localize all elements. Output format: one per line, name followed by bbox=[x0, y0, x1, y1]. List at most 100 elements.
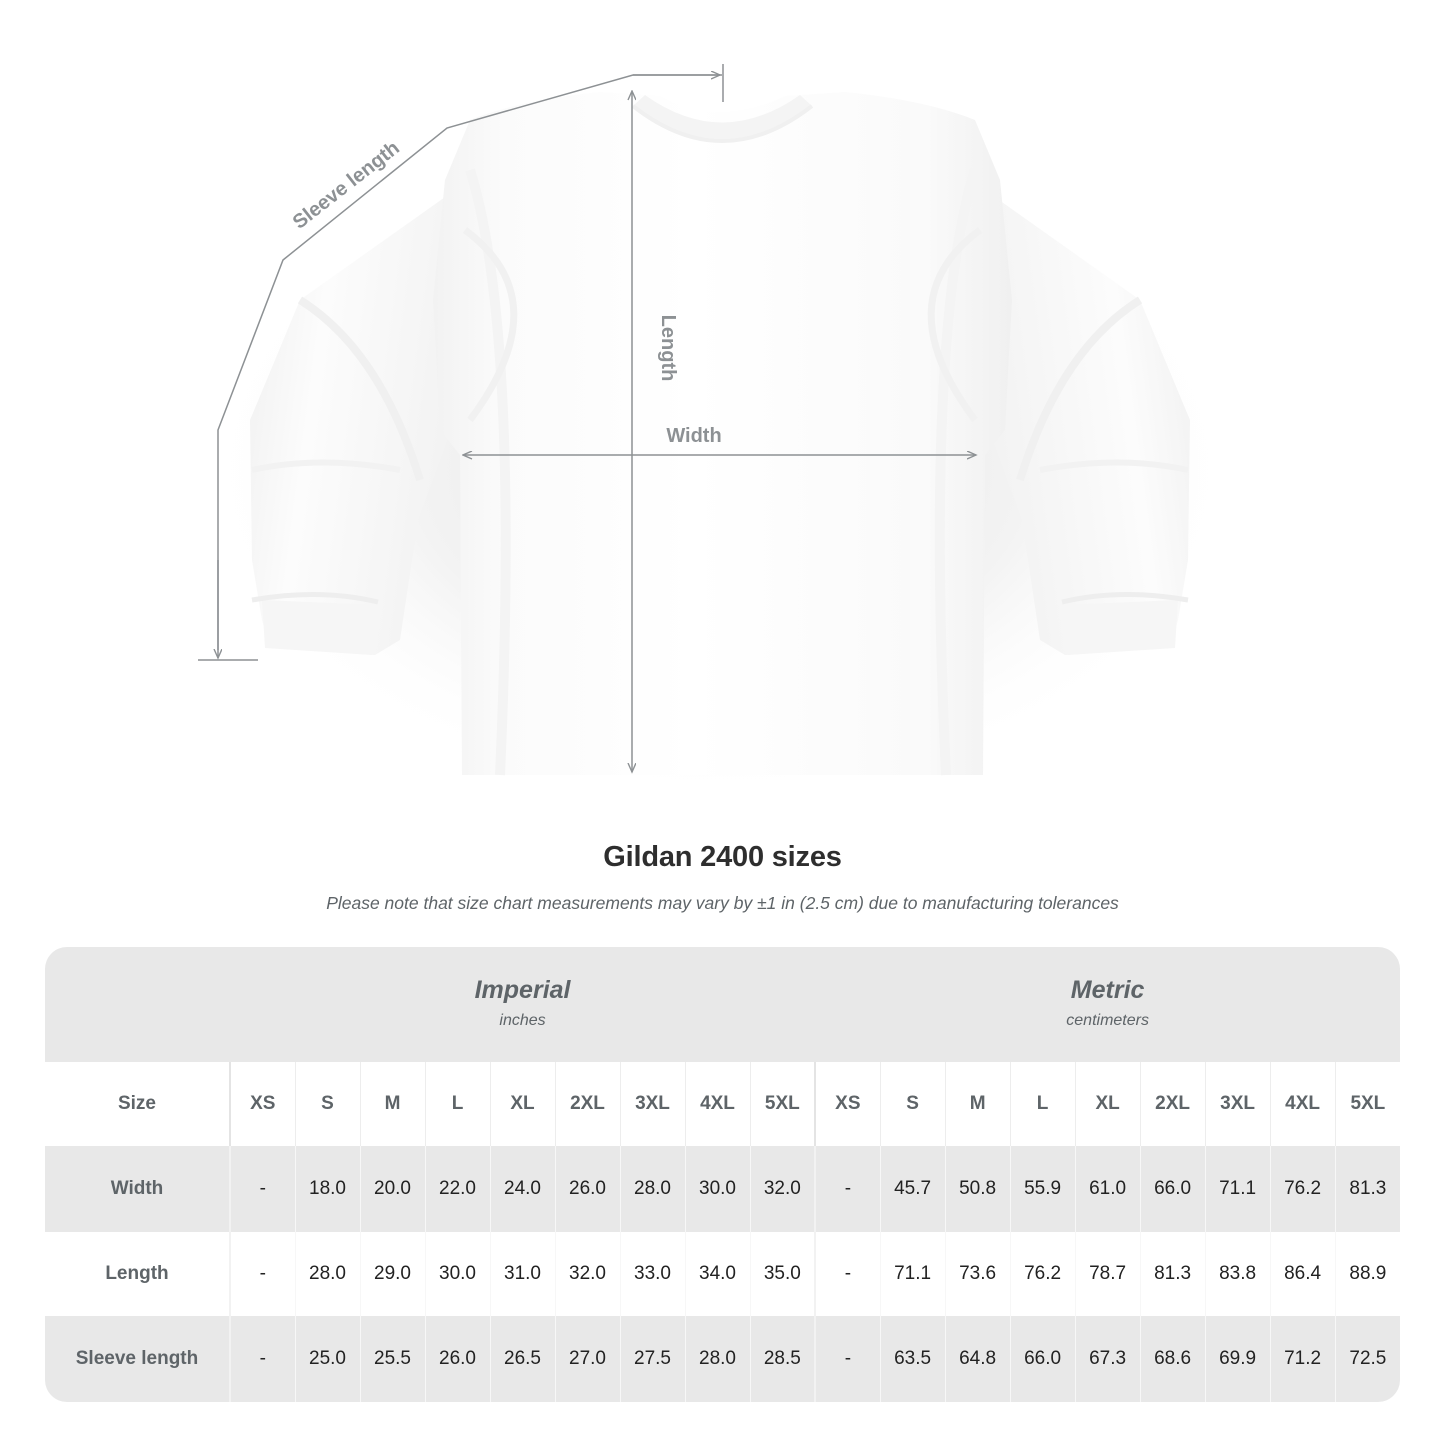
title-block: Gildan 2400 sizes Please note that size … bbox=[0, 840, 1445, 914]
size-col-header-metric-l: L bbox=[1009, 1062, 1076, 1146]
size-col-header-metric-3xl: 3XL bbox=[1204, 1062, 1271, 1146]
garment-body bbox=[250, 92, 1190, 776]
size-col-header-imperial-xs: XS bbox=[229, 1062, 295, 1146]
cell-width-metric-5xl: 81.3 bbox=[1334, 1146, 1401, 1232]
size-col-header-imperial-2xl: 2XL bbox=[554, 1062, 620, 1146]
size-col-header-metric-xs: XS bbox=[814, 1062, 881, 1146]
cell-sleeve-length-imperial-s: 25.0 bbox=[294, 1316, 360, 1402]
cell-sleeve-length-metric-3xl: 69.9 bbox=[1204, 1316, 1271, 1402]
cell-sleeve-length-imperial-xs: - bbox=[229, 1316, 295, 1402]
unit-banner-imperial: Imperial inches bbox=[230, 947, 816, 1062]
cell-width-metric-3xl: 71.1 bbox=[1204, 1146, 1271, 1232]
collar-seam bbox=[631, 104, 814, 143]
cell-width-imperial-m: 20.0 bbox=[359, 1146, 425, 1232]
size-chart-table-wrap: Imperial inches Metric centimeters Size XS S M L… bbox=[45, 947, 1401, 1402]
length-label: Length bbox=[657, 315, 679, 382]
cell-length-imperial-3xl: 33.0 bbox=[619, 1232, 685, 1316]
row-label-sleeve-length: Sleeve length bbox=[45, 1316, 230, 1402]
cell-length-metric-l: 76.2 bbox=[1009, 1232, 1076, 1316]
cell-length-metric-3xl: 83.8 bbox=[1204, 1232, 1271, 1316]
size-col-header-imperial-xl: XL bbox=[489, 1062, 555, 1146]
cell-width-imperial-xl: 24.0 bbox=[489, 1146, 555, 1232]
size-col-header-imperial-5xl: 5XL bbox=[749, 1062, 816, 1146]
cell-length-metric-s: 71.1 bbox=[879, 1232, 946, 1316]
cell-sleeve-length-metric-2xl: 68.6 bbox=[1139, 1316, 1206, 1402]
unit-banner-row: Imperial inches Metric centimeters bbox=[45, 947, 1401, 1062]
body-fold-right bbox=[934, 168, 980, 776]
left-cuff bbox=[262, 600, 378, 655]
cell-length-imperial-s: 28.0 bbox=[294, 1232, 360, 1316]
size-header-row: Size XS S M L XL 2XL 3XL 4XL 5XL XS S M L XL 2XL 3XL 4XL 5… bbox=[45, 1062, 1401, 1146]
armpit-crease-left bbox=[462, 227, 518, 423]
unit-sub-imperial: inches bbox=[499, 1011, 546, 1029]
unit-sub-metric: centimeters bbox=[1066, 1011, 1149, 1029]
cell-length-imperial-5xl: 35.0 bbox=[749, 1232, 816, 1316]
right-cuff-seam bbox=[1061, 592, 1189, 605]
cell-sleeve-length-metric-m: 64.8 bbox=[944, 1316, 1011, 1402]
size-col-header-imperial-s: S bbox=[294, 1062, 360, 1146]
size-col-header-imperial-3xl: 3XL bbox=[619, 1062, 685, 1146]
cell-length-metric-xs: - bbox=[814, 1232, 881, 1316]
garment-illustration: Sleeve length Length Width bbox=[198, 64, 1240, 800]
sleeve-fold-left bbox=[251, 459, 401, 473]
garment-diagram-svg: Sleeve length Length Width bbox=[198, 64, 1240, 800]
page-title: Gildan 2400 sizes bbox=[603, 841, 842, 873]
row-label-length: Length bbox=[45, 1232, 230, 1316]
size-col-header-metric-m: M bbox=[944, 1062, 1011, 1146]
size-col-header-imperial-4xl: 4XL bbox=[684, 1062, 750, 1146]
table-row: Width -18.0 20.0 22.0 24.0 26.0 28.0 30.0 32.0-4… bbox=[45, 1146, 1401, 1232]
row-label-width: Width bbox=[45, 1146, 230, 1232]
tolerance-note: Please note that size chart measurements… bbox=[326, 892, 1119, 913]
cell-length-imperial-2xl: 32.0 bbox=[554, 1232, 620, 1316]
cell-width-metric-s: 45.7 bbox=[879, 1146, 946, 1232]
size-col-header-metric-4xl: 4XL bbox=[1269, 1062, 1336, 1146]
size-col-header-metric-xl: XL bbox=[1074, 1062, 1141, 1146]
cell-sleeve-length-imperial-4xl: 28.0 bbox=[684, 1316, 750, 1402]
cell-sleeve-length-metric-5xl: 72.5 bbox=[1334, 1316, 1401, 1402]
cell-sleeve-length-metric-s: 63.5 bbox=[879, 1316, 946, 1402]
cell-width-metric-xs: - bbox=[814, 1146, 881, 1232]
width-dimension: Width bbox=[464, 425, 976, 455]
cell-sleeve-length-imperial-5xl: 28.5 bbox=[749, 1316, 816, 1402]
size-col-header-metric-s: S bbox=[879, 1062, 946, 1146]
cell-length-imperial-4xl: 34.0 bbox=[684, 1232, 750, 1316]
size-col-header-metric-2xl: 2XL bbox=[1139, 1062, 1206, 1146]
width-label: Width bbox=[666, 425, 721, 447]
cell-length-imperial-l: 30.0 bbox=[424, 1232, 490, 1316]
cell-width-imperial-s: 18.0 bbox=[294, 1146, 360, 1232]
cell-length-metric-5xl: 88.9 bbox=[1334, 1232, 1401, 1316]
sleeve-crease-left bbox=[297, 296, 424, 482]
size-col-header-metric-5xl: 5XL bbox=[1334, 1062, 1401, 1146]
table-row: Length -28.0 29.0 30.0 31.0 32.0 33.0 34.0 35.0-… bbox=[45, 1232, 1401, 1316]
length-dimension: Length bbox=[632, 92, 679, 772]
unit-name-imperial: Imperial bbox=[474, 976, 571, 1005]
armpit-crease-right bbox=[927, 227, 983, 423]
right-sleeve bbox=[985, 190, 1190, 655]
cell-sleeve-length-metric-xs: - bbox=[814, 1316, 881, 1402]
cell-width-metric-l: 55.9 bbox=[1009, 1146, 1076, 1232]
cell-sleeve-length-metric-l: 66.0 bbox=[1009, 1316, 1076, 1402]
cell-width-imperial-5xl: 32.0 bbox=[749, 1146, 816, 1232]
cell-length-metric-xl: 78.7 bbox=[1074, 1232, 1141, 1316]
cell-length-metric-4xl: 86.4 bbox=[1269, 1232, 1336, 1316]
cell-width-imperial-2xl: 26.0 bbox=[554, 1146, 620, 1232]
size-chart-table: Imperial inches Metric centimeters Size XS S M L… bbox=[45, 947, 1401, 1402]
unit-banner-metric: Metric centimeters bbox=[815, 947, 1401, 1062]
cell-sleeve-length-imperial-l: 26.0 bbox=[424, 1316, 490, 1402]
cell-sleeve-length-imperial-3xl: 27.5 bbox=[619, 1316, 685, 1402]
cell-width-imperial-4xl: 30.0 bbox=[684, 1146, 750, 1232]
cell-width-metric-m: 50.8 bbox=[944, 1146, 1011, 1232]
table-row: Sleeve length -25.0 25.5 26.0 26.5 27.0 27.5 28… bbox=[45, 1316, 1401, 1402]
body-fold-left bbox=[465, 168, 511, 776]
cell-sleeve-length-imperial-xl: 26.5 bbox=[489, 1316, 555, 1402]
collar bbox=[633, 95, 812, 139]
sleeve-fold-right bbox=[1039, 459, 1189, 473]
left-sleeve bbox=[250, 190, 455, 655]
cell-width-metric-4xl: 76.2 bbox=[1269, 1146, 1336, 1232]
cell-width-imperial-l: 22.0 bbox=[424, 1146, 490, 1232]
cell-width-metric-xl: 61.0 bbox=[1074, 1146, 1141, 1232]
cell-width-imperial-xs: - bbox=[229, 1146, 295, 1232]
cell-length-imperial-xs: - bbox=[229, 1232, 295, 1316]
cell-sleeve-length-imperial-2xl: 27.0 bbox=[554, 1316, 620, 1402]
cell-width-imperial-3xl: 28.0 bbox=[619, 1146, 685, 1232]
